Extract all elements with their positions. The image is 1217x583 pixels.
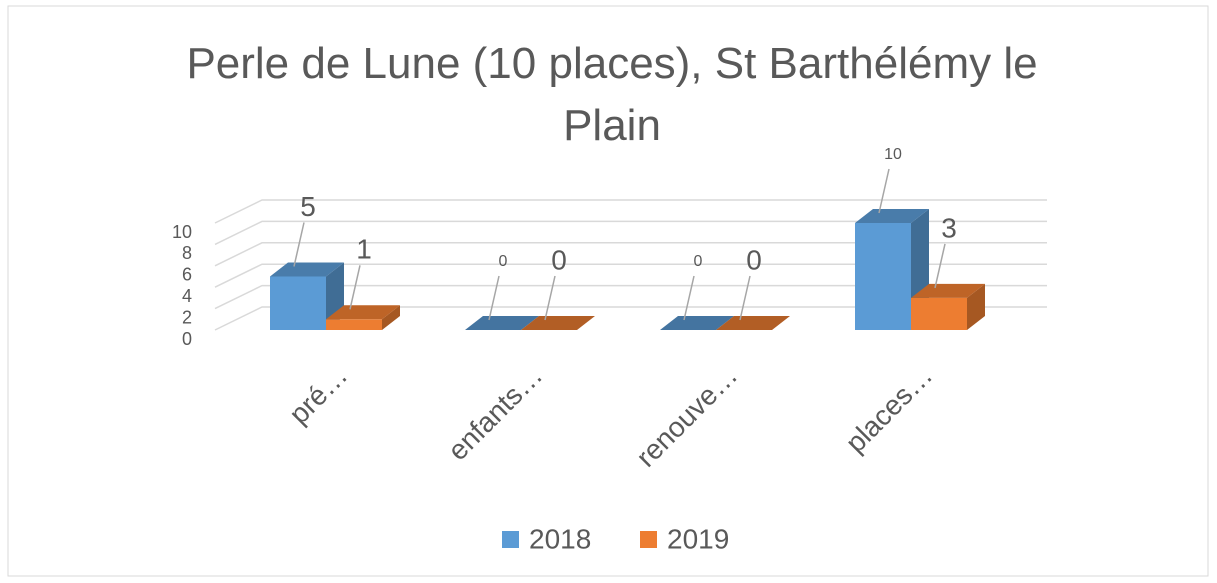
bar xyxy=(521,316,595,330)
bar xyxy=(716,316,790,330)
bar-front xyxy=(911,297,967,330)
grid-line xyxy=(214,199,1047,224)
y-tick-label: 10 xyxy=(172,222,192,242)
data-label: 0 xyxy=(499,253,508,270)
bar-front xyxy=(270,276,326,330)
bar-top xyxy=(855,209,929,223)
leader-line xyxy=(293,222,305,267)
bar xyxy=(270,262,344,330)
bar-top xyxy=(911,283,985,298)
leader-line xyxy=(349,265,361,310)
grid-line xyxy=(214,306,1047,331)
legend-label: 2018 xyxy=(529,523,591,554)
leader-line xyxy=(739,275,751,321)
bar xyxy=(660,316,734,330)
data-label: 5 xyxy=(300,191,316,222)
bar-front xyxy=(326,319,382,330)
data-label: 3 xyxy=(941,212,957,243)
leader-line xyxy=(544,275,556,321)
bar-top xyxy=(521,316,595,330)
legend-swatch xyxy=(640,531,657,548)
bar-top xyxy=(660,316,734,330)
leader-line xyxy=(878,168,890,214)
bar-top xyxy=(326,305,400,320)
bar-top xyxy=(270,262,344,277)
bar xyxy=(911,283,985,330)
data-label: 10 xyxy=(884,146,902,163)
grid-line xyxy=(214,284,1047,310)
data-label: 0 xyxy=(551,244,567,275)
leader-line xyxy=(934,243,946,289)
bar xyxy=(465,316,539,330)
bar xyxy=(326,305,400,330)
legend-label: 2019 xyxy=(667,523,729,554)
data-label: 0 xyxy=(694,253,703,270)
bar-top xyxy=(465,316,539,330)
y-tick-label: 4 xyxy=(182,286,192,306)
bar-side xyxy=(967,283,985,330)
leader-line xyxy=(683,275,695,321)
leader-line xyxy=(488,275,500,321)
chart-border xyxy=(7,5,1209,577)
legend-swatch xyxy=(502,531,519,548)
y-tick-label: 0 xyxy=(182,329,192,349)
y-tick-label: 8 xyxy=(182,243,192,263)
chart-title-line-1: Perle de Lune (10 places), St Barthélémy… xyxy=(186,39,1037,150)
data-label: 1 xyxy=(356,234,372,265)
bar-top xyxy=(716,316,790,330)
grid-line xyxy=(214,220,1047,246)
bar-side xyxy=(382,305,400,330)
title-line: Plain xyxy=(563,101,661,150)
grid-line xyxy=(214,263,1047,288)
y-tick-label: 2 xyxy=(182,307,192,327)
y-tick-label: 6 xyxy=(182,265,192,285)
title-line: Perle de Lune (10 places), St Barthélémy… xyxy=(186,39,1037,88)
grid-line xyxy=(214,242,1047,267)
data-label: 0 xyxy=(746,244,762,275)
bar-front xyxy=(855,223,911,330)
